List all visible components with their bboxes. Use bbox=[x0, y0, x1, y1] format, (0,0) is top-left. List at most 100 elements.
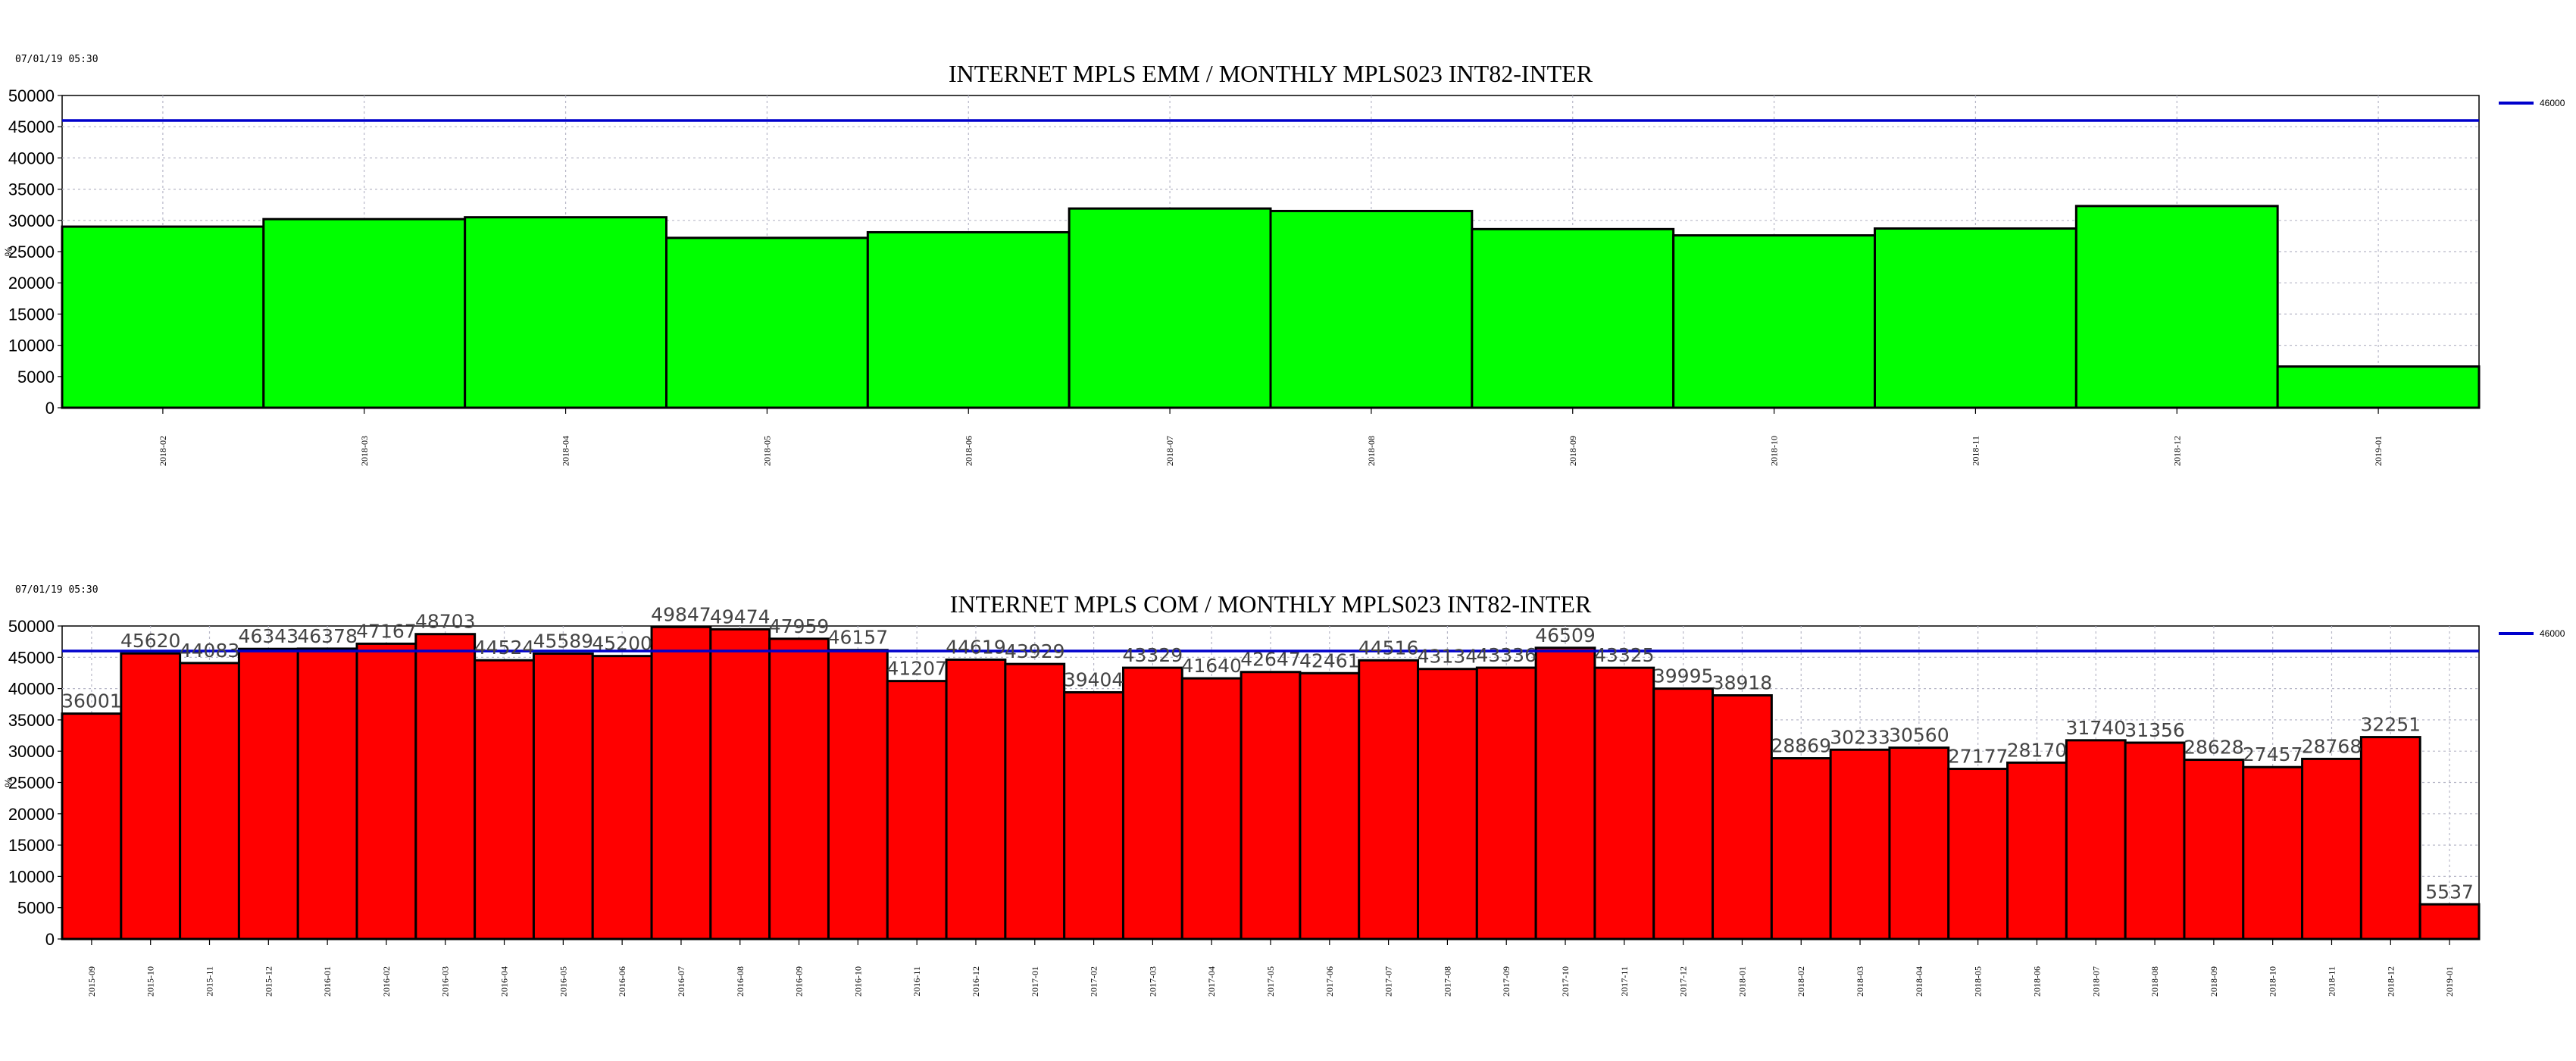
x-tick-label: 2018-09 bbox=[2209, 966, 2219, 997]
y-tick-label: 20000 bbox=[8, 274, 55, 293]
bar bbox=[650, 625, 712, 941]
bar bbox=[1358, 659, 1420, 941]
bar bbox=[2065, 739, 2127, 941]
data-label: 31740 bbox=[2066, 717, 2127, 739]
x-tick-label: 2018-12 bbox=[2385, 966, 2396, 997]
data-label: 49474 bbox=[710, 606, 771, 628]
x-tick-label: 2017-07 bbox=[1383, 966, 1394, 997]
y-tick-label: 45000 bbox=[8, 648, 55, 667]
x-tick-label: 2019-01 bbox=[2373, 436, 2384, 466]
data-label: 45620 bbox=[120, 630, 181, 652]
data-label: 31356 bbox=[2124, 719, 2185, 741]
bar bbox=[2276, 365, 2481, 409]
x-tick-label: 2015-12 bbox=[263, 966, 274, 997]
bar bbox=[1593, 666, 1655, 941]
bar bbox=[2074, 205, 2279, 409]
bar bbox=[355, 642, 417, 941]
data-label: 47167 bbox=[356, 620, 417, 642]
y-tick-label: 50000 bbox=[8, 86, 55, 105]
data-label: 30233 bbox=[1830, 726, 1890, 748]
x-tick-label: 2018-05 bbox=[1973, 966, 1984, 997]
bar bbox=[179, 662, 240, 941]
y-tick-label: 40000 bbox=[8, 149, 55, 167]
legend-label: 46000 bbox=[2540, 98, 2565, 108]
x-tick-label: 2019-01 bbox=[2444, 966, 2455, 997]
data-label: 41207 bbox=[886, 658, 947, 680]
x-tick-label: 2018-06 bbox=[2031, 966, 2042, 997]
bar bbox=[945, 658, 1007, 941]
x-tick-label: 2018-11 bbox=[2326, 966, 2337, 997]
y-tick-label: 30000 bbox=[8, 742, 55, 761]
x-tick-label: 2017-10 bbox=[1560, 966, 1571, 997]
data-label: 46157 bbox=[828, 627, 889, 649]
timestamp-label: 07/01/19 05:30 bbox=[15, 54, 98, 65]
data-label: 5537 bbox=[2425, 881, 2474, 903]
bar bbox=[1947, 768, 2009, 941]
data-label: 43325 bbox=[1594, 644, 1655, 666]
x-tick-label: 2018-01 bbox=[1737, 966, 1747, 997]
x-tick-label: 2017-02 bbox=[1089, 966, 1099, 997]
bar bbox=[827, 649, 889, 941]
bar bbox=[2359, 736, 2421, 941]
bar bbox=[532, 652, 594, 941]
bar bbox=[2418, 903, 2481, 941]
data-label: 28869 bbox=[1771, 735, 1831, 757]
x-tick-label: 2017-03 bbox=[1147, 966, 1158, 997]
timestamp-label: 07/01/19 05:30 bbox=[15, 584, 98, 596]
x-tick-label: 2016-02 bbox=[381, 966, 392, 997]
x-tick-label: 2016-06 bbox=[617, 966, 627, 997]
x-tick-label: 2017-01 bbox=[1030, 966, 1040, 997]
bar bbox=[1121, 666, 1183, 941]
data-label: 46343 bbox=[239, 625, 299, 647]
bar bbox=[1874, 227, 2077, 409]
data-label: 28768 bbox=[2302, 735, 2362, 757]
x-tick-label: 2018-02 bbox=[1796, 966, 1806, 997]
x-tick-label: 2018-05 bbox=[761, 436, 772, 466]
bar bbox=[1299, 671, 1361, 941]
bar bbox=[237, 647, 299, 941]
data-label: 45200 bbox=[592, 633, 652, 655]
bar bbox=[2183, 759, 2245, 941]
bar bbox=[591, 655, 653, 941]
y-tick-label: 25000 bbox=[8, 243, 55, 261]
bar bbox=[1180, 677, 1243, 941]
chart-title: INTERNET MPLS EMM / MONTHLY MPLS023 INT8… bbox=[949, 60, 1593, 87]
data-label: 43134 bbox=[1418, 646, 1478, 668]
bar bbox=[709, 628, 771, 941]
data-label: 44083 bbox=[180, 640, 240, 662]
data-label: 28170 bbox=[2007, 739, 2068, 761]
data-label: 39404 bbox=[1064, 669, 1124, 691]
bar bbox=[2124, 741, 2186, 941]
bar bbox=[464, 216, 668, 409]
bar bbox=[1269, 209, 1474, 409]
bar bbox=[474, 659, 535, 941]
bar bbox=[1534, 646, 1596, 941]
y-axis-label: % bbox=[2, 247, 14, 256]
y-tick-label: 15000 bbox=[8, 836, 55, 855]
data-label: 38918 bbox=[1712, 672, 1773, 694]
x-tick-label: 2018-09 bbox=[1568, 436, 1578, 466]
x-tick-label: 2016-12 bbox=[971, 966, 981, 997]
x-tick-label: 2016-10 bbox=[852, 966, 863, 997]
x-tick-label: 2016-04 bbox=[499, 966, 510, 997]
y-tick-label: 15000 bbox=[8, 305, 55, 324]
data-label: 48703 bbox=[415, 611, 476, 633]
data-label: 36001 bbox=[61, 690, 122, 712]
bar bbox=[1004, 662, 1066, 941]
data-label: 28628 bbox=[2184, 737, 2244, 759]
data-label: 41640 bbox=[1181, 655, 1242, 677]
x-tick-label: 2018-04 bbox=[1914, 966, 1924, 997]
data-label: 39995 bbox=[1653, 665, 1714, 687]
com-chart-panel: 07/01/19 05:30 INTERNET MPLS COM / MONTHL… bbox=[2, 584, 2565, 997]
y-tick-label: 20000 bbox=[8, 805, 55, 824]
y-tick-label: 45000 bbox=[8, 117, 55, 136]
x-tick-label: 2015-10 bbox=[145, 966, 156, 997]
x-tick-label: 2018-10 bbox=[2268, 966, 2278, 997]
chart-title: INTERNET MPLS COM / MONTHLY MPLS023 INT8… bbox=[950, 590, 1592, 618]
bar bbox=[1417, 668, 1478, 941]
x-tick-label: 2015-09 bbox=[86, 966, 97, 997]
x-tick-label: 2018-03 bbox=[1855, 966, 1865, 997]
bar bbox=[768, 637, 830, 941]
x-tick-label: 2016-07 bbox=[676, 966, 686, 997]
bar bbox=[1672, 234, 1877, 409]
